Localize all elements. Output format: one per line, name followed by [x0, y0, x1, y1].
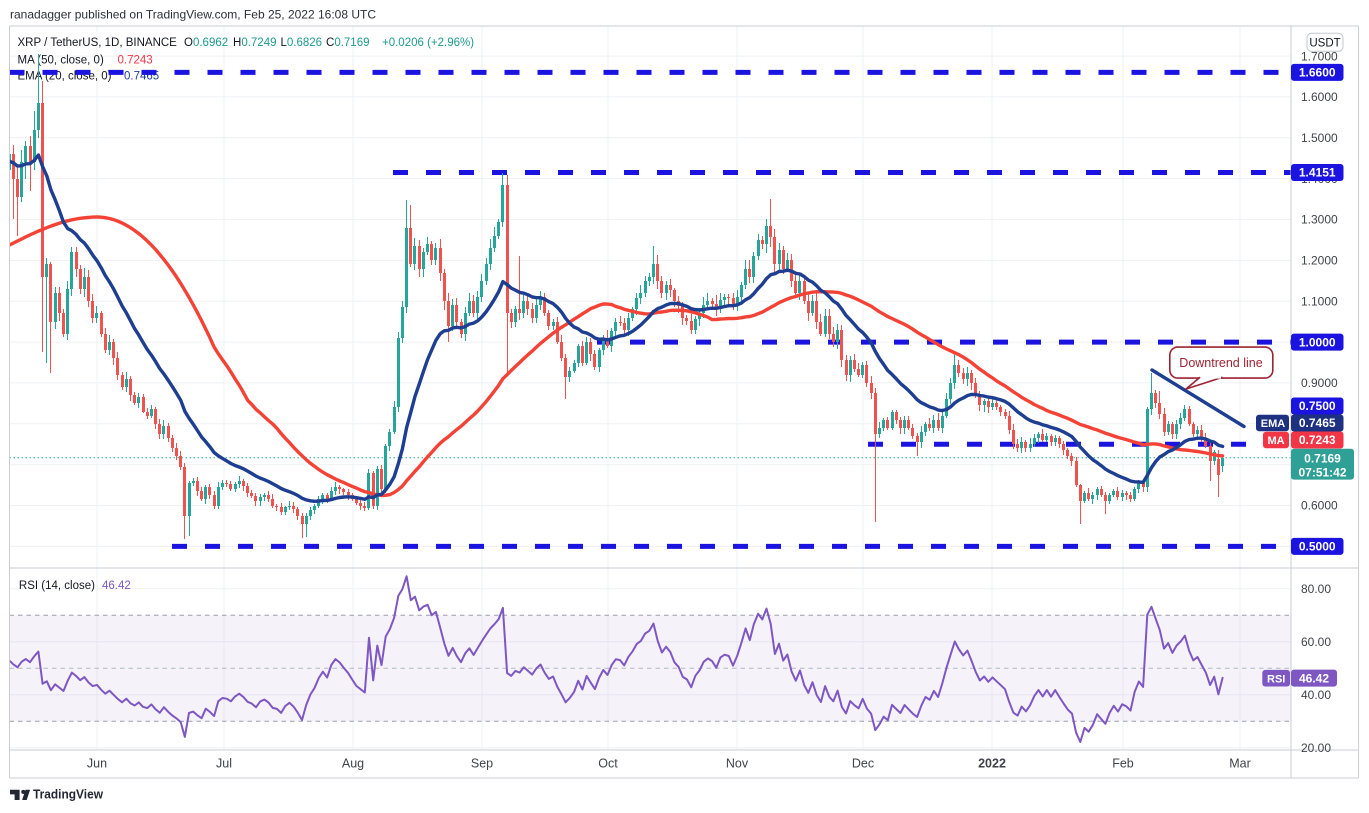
svg-text:Dec: Dec: [852, 757, 874, 771]
svg-text:1.3000: 1.3000: [1301, 213, 1338, 227]
svg-text:MA: MA: [1267, 435, 1284, 447]
svg-text:Mar: Mar: [1229, 757, 1251, 771]
svg-text:2022: 2022: [978, 757, 1006, 771]
svg-text:Nov: Nov: [726, 757, 749, 771]
svg-text:Feb: Feb: [1112, 757, 1134, 771]
svg-text:Aug: Aug: [342, 757, 364, 771]
svg-text:1.6000: 1.6000: [1301, 90, 1338, 104]
svg-text:Jul: Jul: [216, 757, 232, 771]
svg-text:46.42: 46.42: [102, 580, 131, 592]
svg-text:0.7500: 0.7500: [1299, 399, 1336, 413]
svg-text:20.00: 20.00: [1301, 741, 1331, 755]
svg-text:0.7243: 0.7243: [118, 55, 153, 67]
svg-text:1.2000: 1.2000: [1301, 254, 1338, 268]
svg-text:H0.7249: H0.7249: [233, 37, 277, 49]
svg-text:0.7169: 0.7169: [1304, 452, 1341, 466]
svg-text:Jun: Jun: [87, 757, 107, 771]
svg-text:60.00: 60.00: [1301, 635, 1331, 649]
svg-text:XRP / TetherUS, 1D, BINANCE: XRP / TetherUS, 1D, BINANCE: [18, 37, 178, 49]
svg-text:O0.6962: O0.6962: [184, 37, 228, 49]
svg-text:1.1000: 1.1000: [1301, 294, 1338, 308]
svg-text:0.6000: 0.6000: [1301, 499, 1338, 513]
svg-text:EMA (20, close, 0): EMA (20, close, 0): [18, 71, 112, 83]
svg-text:46.42: 46.42: [1299, 671, 1329, 685]
svg-text:1.0000: 1.0000: [1299, 335, 1336, 349]
svg-text:Oct: Oct: [598, 757, 618, 771]
svg-text:RSI: RSI: [1267, 673, 1285, 685]
svg-text:Sep: Sep: [471, 757, 493, 771]
svg-text:1.5000: 1.5000: [1301, 131, 1338, 145]
svg-text:40.00: 40.00: [1301, 688, 1331, 702]
svg-text:+0.0206 (+2.96%): +0.0206 (+2.96%): [382, 37, 474, 49]
svg-text:C0.7169: C0.7169: [326, 37, 370, 49]
svg-text:0.7243: 0.7243: [1299, 433, 1336, 447]
svg-text:07:51:42: 07:51:42: [1298, 465, 1346, 479]
svg-text:L0.6826: L0.6826: [281, 37, 323, 49]
svg-text:RSI (14, close): RSI (14, close): [19, 580, 95, 592]
svg-text:0.5000: 0.5000: [1299, 540, 1336, 554]
svg-text:TradingView: TradingView: [33, 788, 103, 802]
svg-text:0.9000: 0.9000: [1301, 376, 1338, 390]
svg-text:EMA: EMA: [1261, 418, 1286, 430]
svg-text:MA (50, close, 0): MA (50, close, 0): [18, 55, 104, 67]
svg-text:0.7465: 0.7465: [1299, 416, 1336, 430]
svg-text:80.00: 80.00: [1301, 582, 1331, 596]
svg-text:1.7000: 1.7000: [1301, 49, 1338, 63]
svg-text:1.4151: 1.4151: [1299, 166, 1336, 180]
svg-text:USDT: USDT: [1309, 37, 1340, 49]
svg-text:1.6600: 1.6600: [1299, 66, 1336, 80]
svg-text:ranadagger published on Tradin: ranadagger published on TradingView.com,…: [10, 8, 376, 22]
svg-text:Downtrend line: Downtrend line: [1179, 356, 1262, 370]
